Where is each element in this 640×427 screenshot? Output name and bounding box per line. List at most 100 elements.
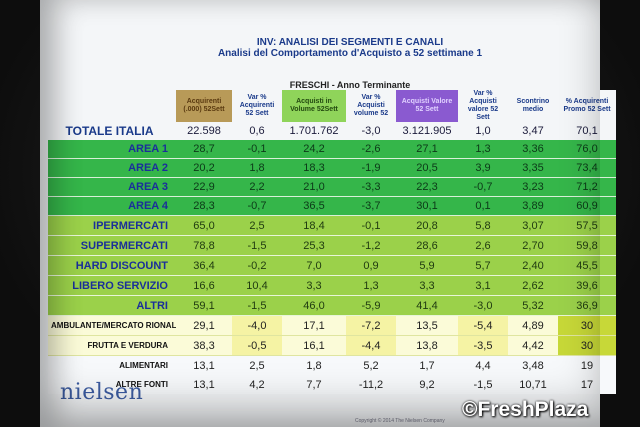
header-blank — [48, 90, 176, 122]
table-cell: 13,1 — [176, 375, 232, 394]
table-cell: -0,7 — [232, 196, 282, 216]
table-row: ALTRE FONTI 13,1 4,2 7,7 -11,2 9,2 -1,5 10,71 17 — [48, 375, 616, 394]
table-cell: 20,5 — [396, 158, 458, 178]
table-cell: -3,5 — [458, 335, 508, 356]
table-cell: 30 — [558, 335, 616, 356]
table-cell: -0,7 — [458, 177, 508, 197]
table-cell: -1,5 — [232, 235, 282, 256]
table-cell: 36,4 — [176, 255, 232, 276]
row-label: AREA 4 — [48, 196, 176, 216]
table-cell: 5,7 — [458, 255, 508, 276]
slide-period: FRESCHI - Anno Terminante — [289, 80, 411, 90]
row-label: ALIMENTARI — [48, 355, 176, 375]
table-cell: -0,1 — [346, 215, 396, 236]
table-cell: -2,6 — [346, 140, 396, 159]
table-cell: 28,7 — [176, 140, 232, 159]
table-cell: -0,1 — [232, 140, 282, 159]
table-cell: 22,9 — [176, 177, 232, 197]
table-cell: 1,8 — [282, 355, 346, 375]
table-cell: 2,2 — [232, 177, 282, 197]
table-cell: 7,7 — [282, 375, 346, 394]
table-row: SUPERMERCATI 78,8 -1,5 25,3 -1,2 28,6 2,6 2,70 5… — [48, 235, 616, 256]
table-cell: 3,3 — [282, 275, 346, 296]
table-cell: -1,9 — [346, 158, 396, 178]
column-header: Var % Acquirenti 52 Sett — [232, 90, 282, 122]
row-label: ALTRI — [48, 295, 176, 316]
table-cell: 3,47 — [508, 122, 558, 140]
column-header: Var % Acquisti volume 52 — [346, 90, 396, 122]
table-cell: -5,4 — [458, 315, 508, 336]
table-cell: 7,0 — [282, 255, 346, 276]
table-cell: 2,62 — [508, 275, 558, 296]
table-cell: 3,23 — [508, 177, 558, 197]
table-cell: 5,9 — [396, 255, 458, 276]
row-label: AREA 1 — [48, 140, 176, 159]
table-cell: 59,8 — [558, 235, 616, 256]
table-cell: 38,3 — [176, 335, 232, 356]
table-cell: 1,0 — [458, 122, 508, 140]
table-cell: 27,1 — [396, 140, 458, 159]
table-cell: 76,0 — [558, 140, 616, 159]
table-cell: 4,4 — [458, 355, 508, 375]
table-cell: 2,40 — [508, 255, 558, 276]
table-cell: 19 — [558, 355, 616, 375]
row-label: TOTALE ITALIA — [48, 122, 176, 140]
table-cell: 13,8 — [396, 335, 458, 356]
table-cell: 29,1 — [176, 315, 232, 336]
table-row: ALIMENTARI 13,1 2,5 1,8 5,2 1,7 4,4 3,48 19 — [48, 355, 616, 375]
table-cell: 2,6 — [458, 235, 508, 256]
table-cell: 4,89 — [508, 315, 558, 336]
table-cell: 78,8 — [176, 235, 232, 256]
table-cell: 5,2 — [346, 355, 396, 375]
table-cell: -0,2 — [232, 255, 282, 276]
table-cell: 30 — [558, 315, 616, 336]
table-cell: 17 — [558, 375, 616, 394]
table-row: AREA 2 20,2 1,8 18,3 -1,9 20,5 3,9 3,35 73,4 — [48, 158, 616, 178]
table-cell: 3.121.905 — [396, 122, 458, 140]
table-cell: -3,3 — [346, 177, 396, 197]
table-cell: 22.598 — [176, 122, 232, 140]
table-cell: 25,3 — [282, 235, 346, 256]
table-row: ALTRI 59,1 -1,5 46,0 -5,9 41,4 -3,0 5,32 36,9 — [48, 295, 616, 316]
table-cell: 5,32 — [508, 295, 558, 316]
table-row: FRUTTA E VERDURA 38,3 -0,5 16,1 -4,4 13,8 -3,5… — [48, 335, 616, 356]
table-cell: 3,9 — [458, 158, 508, 178]
table-cell: 16,1 — [282, 335, 346, 356]
table-cell: 13,5 — [396, 315, 458, 336]
table-cell: 57,5 — [558, 215, 616, 236]
table-cell: 17,1 — [282, 315, 346, 336]
table-cell: 3,48 — [508, 355, 558, 375]
table-cell: 4,42 — [508, 335, 558, 356]
row-label: FRUTTA E VERDURA — [48, 335, 176, 356]
table-cell: -1,5 — [232, 295, 282, 316]
table-cell: -4,0 — [232, 315, 282, 336]
table-cell: -4,4 — [346, 335, 396, 356]
table-cell: 46,0 — [282, 295, 346, 316]
table-cell: 2,5 — [232, 215, 282, 236]
table-cell: 5,8 — [458, 215, 508, 236]
table-cell: 20,2 — [176, 158, 232, 178]
table-row: LIBERO SERVIZIO 16,6 10,4 3,3 1,3 3,3 3,1 2,62 3… — [48, 275, 616, 296]
table-cell: 1,7 — [396, 355, 458, 375]
table-cell: 20,8 — [396, 215, 458, 236]
freshplaza-watermark: ©FreshPlaza — [462, 398, 589, 421]
table-cell: 3,07 — [508, 215, 558, 236]
row-label: AREA 2 — [48, 158, 176, 178]
table-cell: 36,5 — [282, 196, 346, 216]
row-label: AMBULANTE/MERCATO RIONALE — [48, 315, 176, 336]
column-header: Acquisti in Volume 52Sett — [282, 90, 346, 122]
table-cell: 9,2 — [396, 375, 458, 394]
table-cell: 71,2 — [558, 177, 616, 197]
segments-table: Acquirenti (.000) 52Sett Var % Acquirent… — [48, 90, 616, 394]
slide-subtitle: Analisi del Comportamento d'Acquisto a 5… — [217, 48, 483, 59]
table-cell: 3,3 — [396, 275, 458, 296]
table-cell: 21,0 — [282, 177, 346, 197]
table-cell: 22,3 — [396, 177, 458, 197]
table-cell: -7,2 — [346, 315, 396, 336]
table-cell: 1,3 — [346, 275, 396, 296]
table-cell: 0,9 — [346, 255, 396, 276]
table-row: AREA 4 28,3 -0,7 36,5 -3,7 30,1 0,1 3,89 60,9 — [48, 196, 616, 216]
table-cell: -11,2 — [346, 375, 396, 394]
row-label: SUPERMERCATI — [48, 235, 176, 256]
slide-title: INV: ANALISI DEI SEGMENTI E CANALI — [256, 37, 444, 48]
